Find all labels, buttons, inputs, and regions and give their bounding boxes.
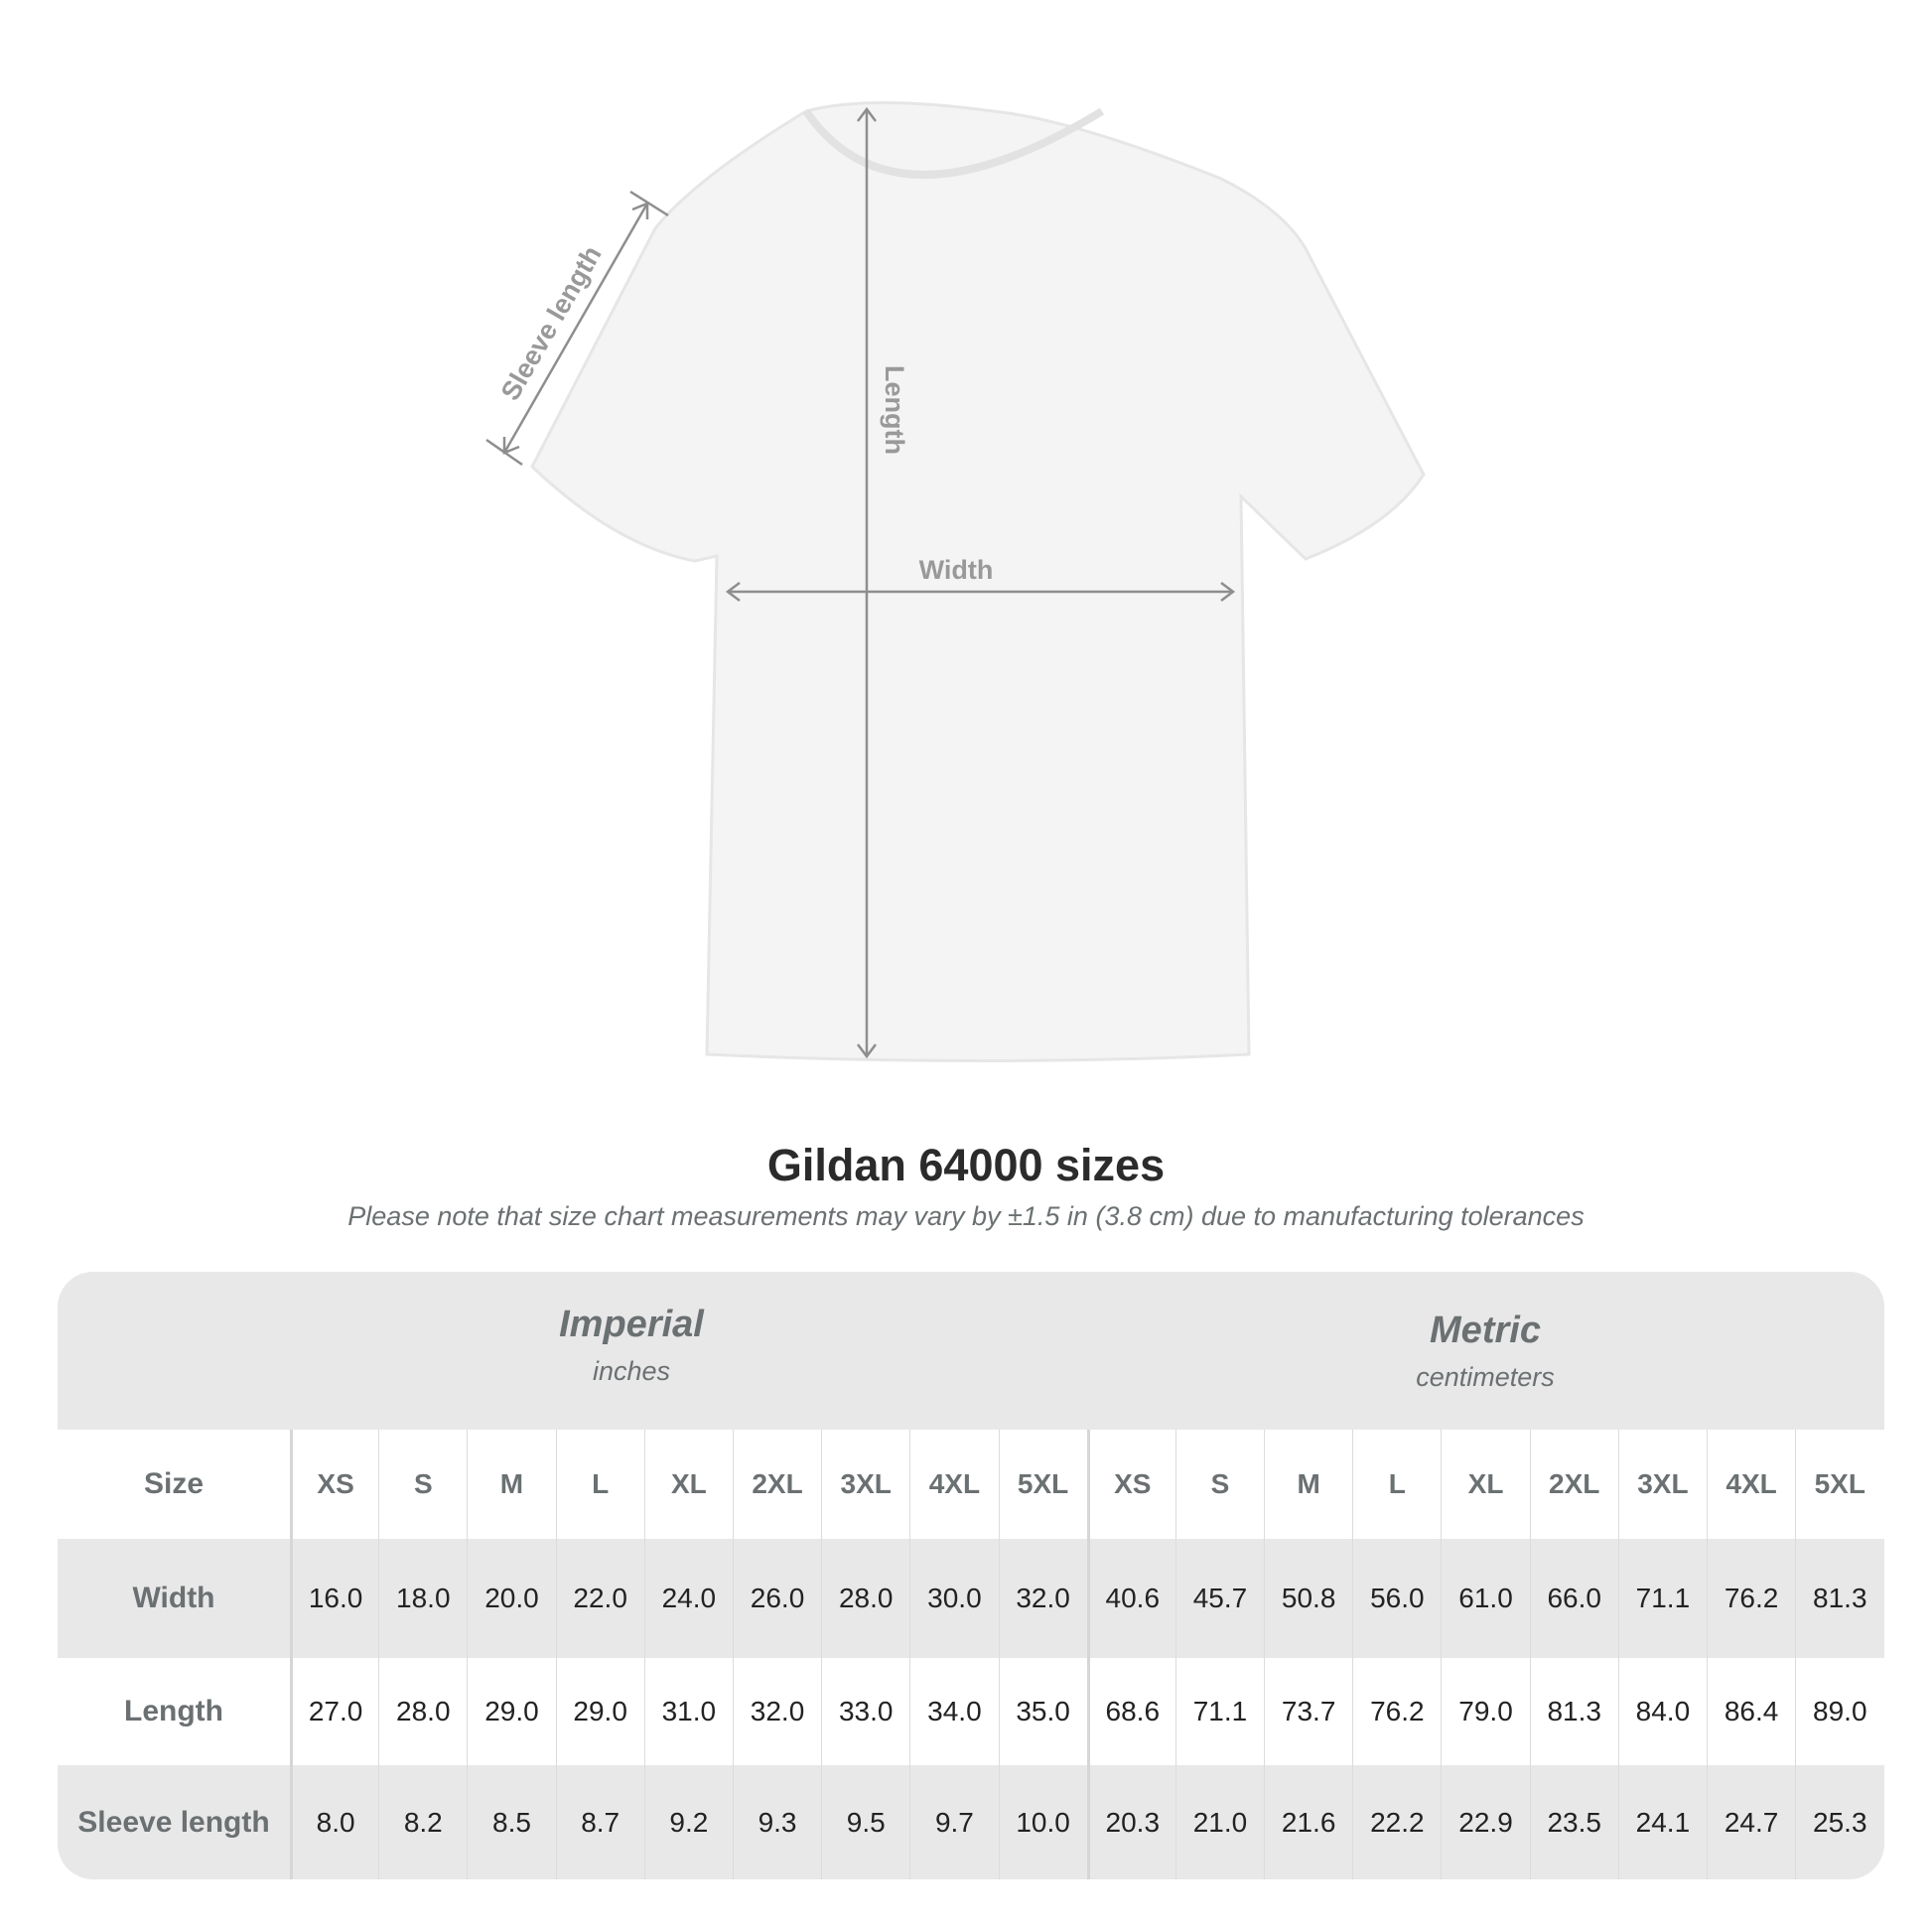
metric-value-cell: 22.2 [1352,1765,1441,1879]
metric-value-cell: 21.6 [1264,1765,1352,1879]
imperial-unit: inches [592,1356,671,1386]
metric-size-header: M [1264,1430,1352,1539]
metric-value-cell: 76.2 [1707,1539,1795,1658]
imperial-title: Imperial [559,1304,704,1345]
length-label: Length [880,365,909,455]
imperial-value-cell: 30.0 [909,1539,998,1658]
imperial-size-header: M [467,1430,555,1539]
imperial-value-cell: 24.0 [643,1539,733,1658]
metric-value-cell: 23.5 [1529,1765,1618,1879]
imperial-value-cell: 22.0 [555,1539,644,1658]
imperial-value-cell: 16.0 [290,1539,378,1658]
metric-value-cell: 71.1 [1617,1539,1707,1658]
imperial-size-header: 3XL [821,1430,909,1539]
metric-size-header: 3XL [1617,1430,1707,1539]
metric-size-header: S [1174,1430,1264,1539]
metric-value-cell: 89.0 [1795,1658,1883,1765]
imperial-value-cell: 8.5 [467,1765,555,1879]
metric-value-cell: 45.7 [1174,1539,1264,1658]
metric-size-header: 2XL [1529,1430,1618,1539]
metric-value-cell: 73.7 [1264,1658,1352,1765]
imperial-value-cell: 29.0 [555,1658,644,1765]
metric-value-cell: 79.0 [1441,1658,1529,1765]
imperial-value-cell: 32.0 [998,1539,1087,1658]
imperial-value-cell: 9.2 [643,1765,733,1879]
imperial-value-cell: 29.0 [467,1658,555,1765]
imperial-value-cell: 18.0 [378,1539,467,1658]
row-label: Width [132,1582,215,1614]
width-label: Width [919,555,994,585]
imperial-value-cell: 20.0 [467,1539,555,1658]
metric-value-cell: 20.3 [1086,1765,1175,1879]
row-label: Size [143,1467,205,1500]
metric-value-cell: 81.3 [1795,1539,1883,1658]
imperial-size-header: 2XL [732,1430,821,1539]
table-row: Sleeve length 8.0 8.2 8.5 8.7 9.2 9.3 9.5 9.7 10.… [58,1765,1884,1879]
metric-size-header: 5XL [1795,1430,1883,1539]
page-title: Gildan 64000 sizes [766,1140,1166,1190]
metric-value-cell: 61.0 [1441,1539,1529,1658]
imperial-value-cell: 35.0 [998,1658,1087,1765]
metric-size-header: 4XL [1707,1430,1795,1539]
tshirt-collar [802,107,1105,179]
imperial-value-cell: 34.0 [909,1658,998,1765]
imperial-value-cell: 9.3 [732,1765,821,1879]
metric-value-cell: 25.3 [1795,1765,1883,1879]
metric-value-cell: 81.3 [1529,1658,1618,1765]
imperial-value-cell: 31.0 [643,1658,733,1765]
tshirt-shape [530,101,1426,1062]
metric-unit: centimeters [1416,1362,1555,1392]
imperial-value-cell: 8.0 [290,1765,378,1879]
imperial-value-cell: 32.0 [732,1658,821,1765]
imperial-size-header: 5XL [998,1430,1087,1539]
metric-value-cell: 22.9 [1441,1765,1529,1879]
imperial-value-cell: 8.2 [378,1765,467,1879]
metric-size-header: XS [1086,1430,1175,1539]
metric-value-cell: 68.6 [1086,1658,1175,1765]
imperial-value-cell: 10.0 [998,1765,1087,1879]
measure-lines [485,106,1236,1059]
table-row: Length 27.0 28.0 29.0 29.0 31.0 32.0 33.0 34.0 35… [58,1658,1884,1765]
imperial-value-cell: 26.0 [732,1539,821,1658]
table-row: Width 16.0 18.0 20.0 22.0 24.0 26.0 28.0 30.0 32.… [58,1539,1884,1658]
tolerance-note: Please note that size chart measurements… [347,1201,1585,1231]
row-label: Sleeve length [77,1805,270,1839]
imperial-value-cell: 28.0 [821,1539,909,1658]
metric-value-cell: 21.0 [1174,1765,1264,1879]
metric-value-cell: 24.1 [1617,1765,1707,1879]
metric-value-cell: 71.1 [1174,1658,1264,1765]
size-header-row: Size XS S M L XL 2XL 3XL 4XL 5XL XS S M L XL 2XL 3XL 4XL 5… [58,1430,1884,1539]
imperial-value-cell: 28.0 [378,1658,467,1765]
metric-value-cell: 56.0 [1352,1539,1441,1658]
imperial-size-header: XL [643,1430,733,1539]
metric-value-cell: 24.7 [1707,1765,1795,1879]
tshirt-measurement-diagram: Length Width Sleeve length [485,101,1426,1062]
imperial-size-header: S [378,1430,467,1539]
metric-title: Metric [1430,1310,1541,1351]
imperial-value-cell: 9.7 [909,1765,998,1879]
imperial-size-header: XS [290,1430,378,1539]
metric-header: Metric centimeters [1086,1272,1884,1430]
metric-value-cell: 66.0 [1529,1539,1618,1658]
imperial-header: Imperial inches [58,1272,1086,1430]
size-table: Imperial inches Metric centimeters Size X… [58,1272,1884,1879]
row-label: Length [124,1695,223,1727]
imperial-value-cell: 9.5 [821,1765,909,1879]
imperial-value-cell: 33.0 [821,1658,909,1765]
metric-size-header: XL [1441,1430,1529,1539]
metric-value-cell: 84.0 [1617,1658,1707,1765]
imperial-size-header: L [555,1430,644,1539]
imperial-value-cell: 27.0 [290,1658,378,1765]
metric-value-cell: 86.4 [1707,1658,1795,1765]
imperial-value-cell: 8.7 [555,1765,644,1879]
metric-value-cell: 76.2 [1352,1658,1441,1765]
metric-value-cell: 50.8 [1264,1539,1352,1658]
metric-size-header: L [1352,1430,1441,1539]
imperial-size-header: 4XL [909,1430,998,1539]
metric-value-cell: 40.6 [1086,1539,1175,1658]
